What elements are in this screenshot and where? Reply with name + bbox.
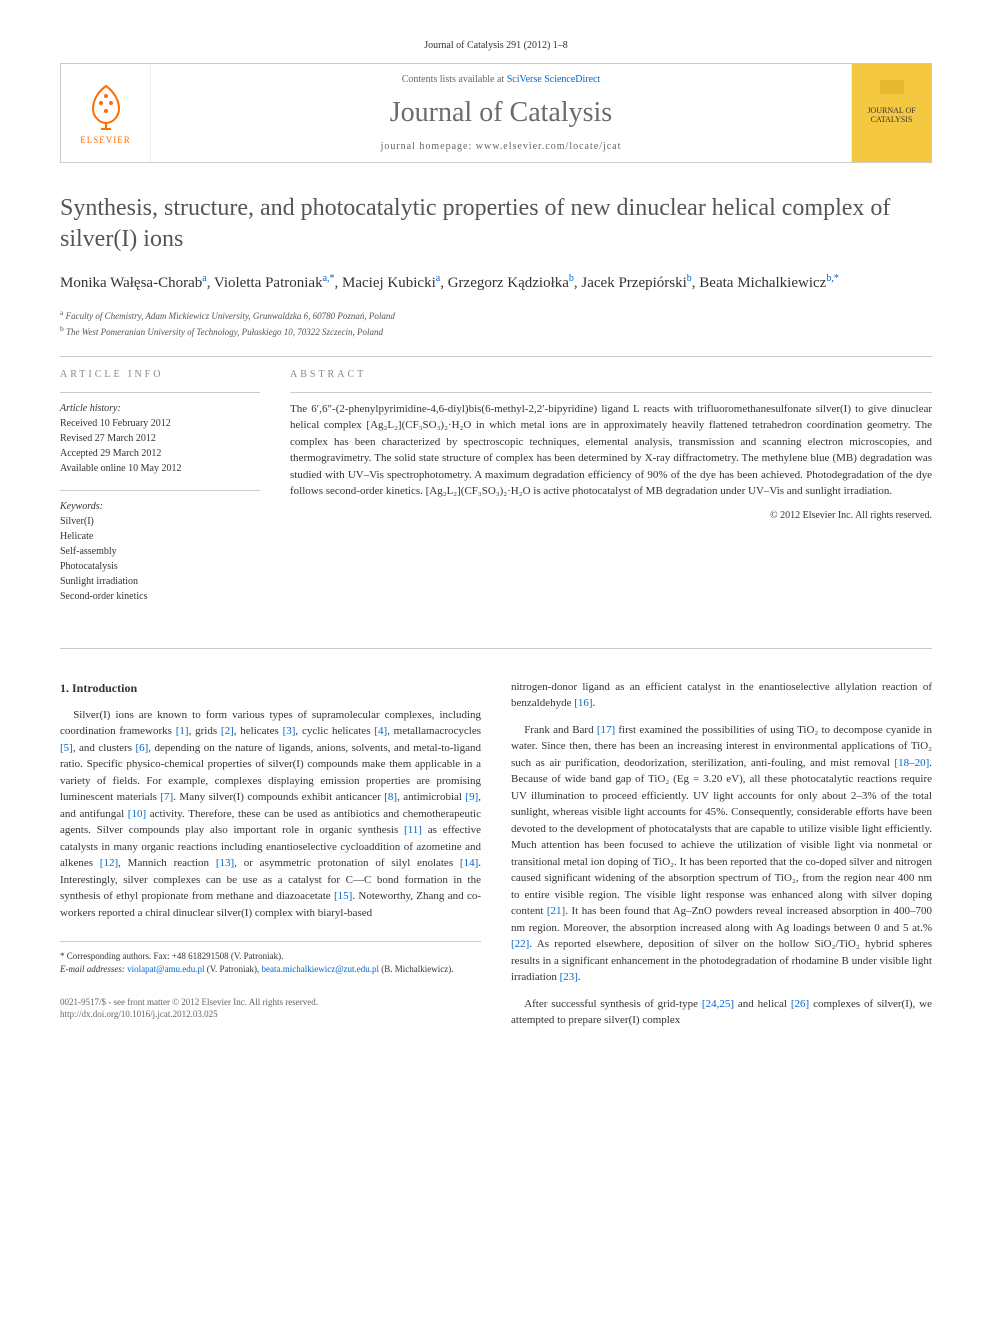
divider-line: [60, 648, 932, 649]
keyword-item: Helicate: [60, 529, 260, 544]
ref-link[interactable]: [5]: [60, 742, 73, 754]
intro-para-2: nitrogen-donor ligand as an efficient ca…: [511, 679, 932, 712]
body-two-column: 1. Introduction Silver(I) ions are known…: [60, 679, 932, 1039]
affiliations-block: a Faculty of Chemistry, Adam Mickiewicz …: [60, 307, 932, 340]
article-title: Synthesis, structure, and photocatalytic…: [60, 193, 932, 255]
publisher-name: ELSEVIER: [80, 135, 131, 145]
email-line: E-mail addresses: violapat@amu.edu.pl (V…: [60, 963, 481, 976]
article-history-block: Article history: Received 10 February 20…: [60, 401, 260, 476]
affiliation-line: b The West Pomeranian University of Tech…: [60, 323, 932, 340]
ref-link[interactable]: [11]: [404, 824, 422, 836]
affiliation-line: a Faculty of Chemistry, Adam Mickiewicz …: [60, 307, 932, 324]
ref-link[interactable]: [1]: [176, 725, 189, 737]
homepage-prefix: journal homepage:: [381, 141, 476, 152]
header-center: Contents lists available at SciVerse Sci…: [151, 64, 851, 162]
homepage-line: journal homepage: www.elsevier.com/locat…: [171, 141, 831, 152]
email-link-1[interactable]: violapat@amu.edu.pl: [127, 964, 204, 974]
email-label: E-mail addresses:: [60, 964, 125, 974]
intro-para-1: Silver(I) ions are known to form various…: [60, 707, 481, 922]
history-line: Revised 27 March 2012: [60, 431, 260, 446]
divider-line: [60, 356, 932, 357]
authors-list: Monika Wałęsa-Choraba, Violetta Patronia…: [60, 271, 932, 295]
ref-link[interactable]: [3]: [283, 725, 296, 737]
intro-para-3: Frank and Bard [17] first examined the p…: [511, 722, 932, 986]
history-label: Article history:: [60, 401, 260, 416]
front-matter-line: 0021-9517/$ - see front matter © 2012 El…: [60, 996, 481, 1021]
ref-link[interactable]: [26]: [791, 998, 809, 1010]
email-name-2: (B. Michalkiewicz).: [381, 964, 453, 974]
ref-link[interactable]: [6]: [135, 742, 148, 754]
journal-name: Journal of Catalysis: [171, 97, 831, 129]
ref-link[interactable]: [23]: [560, 971, 578, 983]
corresponding-author-line: * Corresponding authors. Fax: +48 618291…: [60, 950, 481, 963]
keyword-item: Sunlight irradiation: [60, 574, 260, 589]
ref-link[interactable]: [15]: [334, 890, 352, 902]
info-divider: [60, 392, 260, 393]
article-info-column: ARTICLE INFO Article history: Received 1…: [60, 369, 260, 618]
keyword-item: Silver(I): [60, 514, 260, 529]
sciencedirect-link[interactable]: SciVerse ScienceDirect: [507, 74, 601, 85]
ref-link[interactable]: [9]: [465, 791, 478, 803]
journal-header: ELSEVIER Contents lists available at Sci…: [60, 63, 932, 163]
contents-prefix: Contents lists available at: [402, 74, 507, 85]
ref-link[interactable]: [8]: [384, 791, 397, 803]
cover-graphic-icon: [872, 72, 912, 102]
ref-link[interactable]: [24,25]: [702, 998, 734, 1010]
ref-link[interactable]: [14]: [460, 857, 478, 869]
intro-heading: 1. Introduction: [60, 679, 481, 697]
ref-link[interactable]: [2]: [221, 725, 234, 737]
abstract-copyright: © 2012 Elsevier Inc. All rights reserved…: [290, 510, 932, 521]
ref-link[interactable]: [18–20]: [894, 757, 929, 769]
publisher-logo: ELSEVIER: [61, 64, 151, 162]
body-column-left: 1. Introduction Silver(I) ions are known…: [60, 679, 481, 1039]
keywords-block: Keywords: Silver(I)HelicateSelf-assembly…: [60, 499, 260, 604]
keyword-item: Self-assembly: [60, 544, 260, 559]
ref-link[interactable]: [21]: [547, 905, 565, 917]
contents-available-line: Contents lists available at SciVerse Sci…: [171, 74, 831, 85]
info-abstract-row: ARTICLE INFO Article history: Received 1…: [60, 369, 932, 618]
correspondence-footer: * Corresponding authors. Fax: +48 618291…: [60, 941, 481, 975]
cover-title: JOURNAL OF CATALYSIS: [856, 106, 927, 124]
info-divider: [60, 490, 260, 491]
elsevier-tree-icon: [81, 81, 131, 131]
copyright-footer: 0021-9517/$ - see front matter © 2012 El…: [60, 996, 481, 1009]
abstract-heading: ABSTRACT: [290, 369, 932, 380]
ref-link[interactable]: [12]: [100, 857, 118, 869]
article-info-heading: ARTICLE INFO: [60, 369, 260, 380]
ref-link[interactable]: [7]: [160, 791, 173, 803]
citation-line: Journal of Catalysis 291 (2012) 1–8: [60, 40, 932, 51]
email-link-2[interactable]: beata.michalkiewicz@zut.edu.pl: [262, 964, 380, 974]
abstract-column: ABSTRACT The 6′,6″-(2-phenylpyrimidine-4…: [290, 369, 932, 618]
journal-cover-thumbnail: JOURNAL OF CATALYSIS: [851, 64, 931, 162]
homepage-url[interactable]: www.elsevier.com/locate/jcat: [476, 141, 622, 152]
intro-para-4: After successful synthesis of grid-type …: [511, 996, 932, 1029]
history-line: Received 10 February 2012: [60, 416, 260, 431]
keyword-item: Photocatalysis: [60, 559, 260, 574]
doi-link[interactable]: http://dx.doi.org/10.1016/j.jcat.2012.03…: [60, 1008, 481, 1021]
abstract-divider: [290, 392, 932, 393]
keyword-item: Second-order kinetics: [60, 589, 260, 604]
body-column-right: nitrogen-donor ligand as an efficient ca…: [511, 679, 932, 1039]
ref-link[interactable]: [4]: [374, 725, 387, 737]
ref-link[interactable]: [17]: [597, 724, 615, 736]
abstract-text: The 6′,6″-(2-phenylpyrimidine-4,6-diyl)b…: [290, 401, 932, 500]
ref-link[interactable]: [22]: [511, 938, 529, 950]
email-name-1: (V. Patroniak),: [207, 964, 260, 974]
history-line: Available online 10 May 2012: [60, 461, 260, 476]
ref-link[interactable]: [16]: [574, 697, 592, 709]
ref-link[interactable]: [13]: [216, 857, 234, 869]
keywords-label: Keywords:: [60, 499, 260, 514]
history-line: Accepted 29 March 2012: [60, 446, 260, 461]
ref-link[interactable]: [10]: [128, 808, 146, 820]
